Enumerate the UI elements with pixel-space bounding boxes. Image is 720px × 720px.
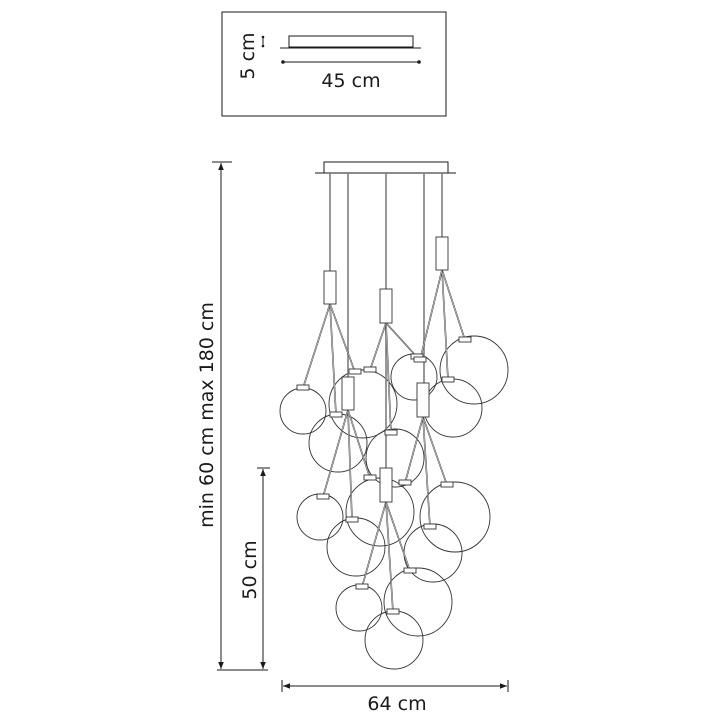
globe-cap <box>440 481 454 488</box>
glass-globe <box>439 335 509 405</box>
ceiling-canopy <box>323 161 449 174</box>
globe-cap <box>441 376 455 383</box>
dimension-lines: min 60 cm max 180 cm 50 cm 64 cm <box>196 161 509 715</box>
connectors <box>296 236 472 615</box>
total-height-label: min 60 cm max 180 cm <box>196 302 218 528</box>
globe-cap <box>329 411 343 418</box>
glass-globe <box>383 567 453 637</box>
cable-connector <box>323 270 337 305</box>
glass-globe <box>279 387 327 435</box>
glass-globe <box>423 378 483 438</box>
glass-globe <box>335 584 383 632</box>
canopy-width-label: 45 cm <box>321 70 380 92</box>
globe-cap <box>423 523 437 530</box>
glass-globe <box>328 369 398 439</box>
canopy-inset: 45 cm 5 cm <box>221 11 447 117</box>
cable-connector <box>416 382 430 418</box>
cable-connector <box>379 288 393 324</box>
globe-cap <box>386 608 400 615</box>
glass-globe <box>365 428 425 488</box>
cluster-width-label: 64 cm <box>367 693 426 715</box>
cable-connector <box>435 236 449 271</box>
cluster-height-label: 50 cm <box>239 540 261 599</box>
globe-cap <box>413 356 427 363</box>
glass-globe <box>419 481 491 553</box>
glass-globes <box>279 335 509 670</box>
globe-cap <box>355 583 369 590</box>
globe-cap <box>363 366 377 373</box>
cable-connector <box>341 376 355 411</box>
glass-globe <box>296 493 344 541</box>
globe-cap <box>345 516 359 523</box>
glass-globe <box>364 610 424 670</box>
globe-cap <box>316 493 330 500</box>
globe-cap <box>348 368 362 375</box>
canopy-height-label: 5 cm <box>237 32 259 79</box>
cables <box>302 173 466 613</box>
globe-cap <box>398 479 412 486</box>
glass-globe <box>326 517 386 577</box>
globe-cap <box>296 384 310 391</box>
globe-cap <box>384 429 398 436</box>
canopy-plate <box>288 35 414 48</box>
globe-cap <box>458 336 472 343</box>
globe-cap <box>363 474 377 481</box>
cable-connector <box>379 467 393 503</box>
globe-cap <box>403 567 417 574</box>
chandelier <box>279 161 509 670</box>
